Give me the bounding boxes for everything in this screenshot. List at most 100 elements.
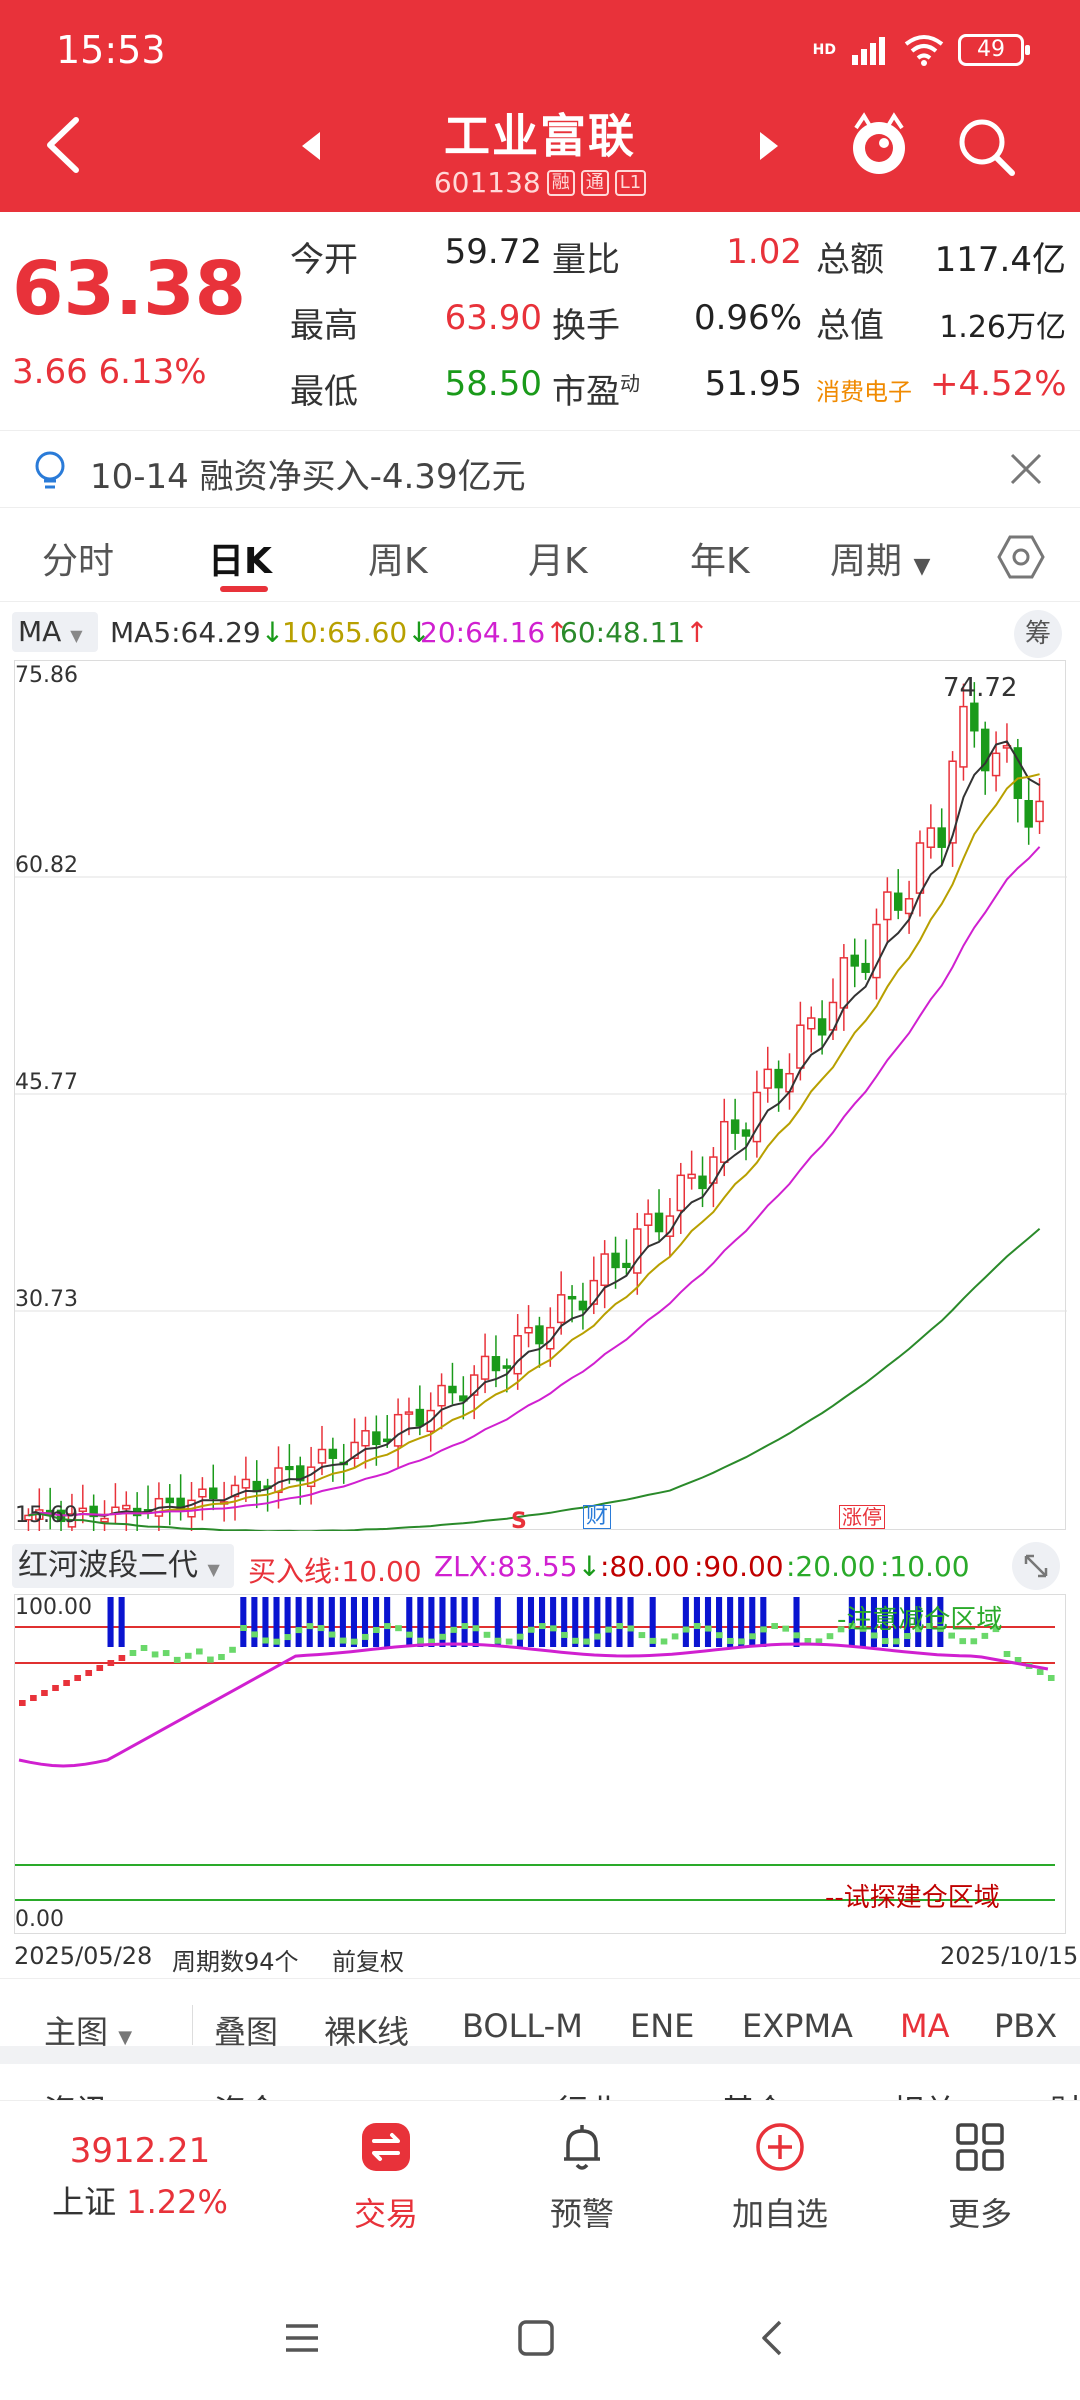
back-button[interactable]: [34, 110, 94, 180]
tab-weekly[interactable]: 周K: [368, 541, 428, 582]
news-bar[interactable]: 10-14 融资净买入-4.39亿元: [0, 430, 1080, 508]
tab-monthly[interactable]: 月K: [528, 541, 588, 582]
search-icon[interactable]: [954, 112, 1018, 180]
nav-alert-label: 预警: [549, 2195, 614, 2233]
ma-legend-row: MA ▼ MA5:64.29↓ 10:65.60↓ 20:64.16↑ 60:4…: [0, 606, 1080, 658]
signal-dot: [727, 1637, 734, 1644]
nav-more[interactable]: 更多: [890, 2101, 1070, 2241]
kline-chart[interactable]: 75.86 60.82 45.77 30.73 15.69 74.72 S 财 …: [14, 660, 1067, 1534]
signal-dot: [572, 1637, 579, 1644]
nav-alert[interactable]: 预警: [492, 2101, 672, 2241]
arrow-up-icon: ↑: [685, 616, 709, 649]
candle-body: [546, 1326, 555, 1350]
candle-body: [513, 1335, 522, 1375]
indicator-selector[interactable]: 红河波段二代 ▼: [12, 1544, 234, 1588]
candle-body: [198, 1488, 207, 1498]
tab-overlay[interactable]: 叠图: [214, 2013, 279, 2051]
mascot-icon[interactable]: [846, 110, 912, 182]
signal-dot: [196, 1648, 203, 1655]
candle-body: [872, 923, 881, 979]
info-tab-news[interactable]: 资讯: [44, 2086, 108, 2102]
main-chart-dropdown[interactable]: 主图 ▼: [44, 2007, 132, 2053]
prev-stock-button[interactable]: [296, 126, 326, 166]
index-row: 上证 1.22%: [40, 2177, 240, 2223]
signal-dot: [649, 1637, 657, 1644]
start-date: 2025/05/28: [14, 1942, 153, 1970]
candle-body: [991, 752, 1001, 777]
sector-pct[interactable]: +4.52%: [930, 364, 1067, 404]
pe-label: 市盈动: [552, 364, 640, 413]
index-pct: 1.22%: [126, 2183, 228, 2221]
signal-bar: [118, 1597, 125, 1647]
tab-daily[interactable]: 日K: [208, 541, 272, 582]
candle-body: [741, 1129, 751, 1137]
candle-body: [100, 1517, 109, 1523]
period-count: 周期数94个: [172, 1948, 299, 1976]
candle-body: [567, 1295, 577, 1300]
signal-dot: [738, 1638, 745, 1645]
y-label-top: 75.86: [15, 663, 78, 688]
info-tab-funds[interactable]: 资金: [214, 2086, 278, 2102]
candle-body: [948, 760, 957, 844]
candle-body: [502, 1365, 512, 1369]
signal-bar: [428, 1597, 435, 1647]
candle-body: [970, 702, 979, 732]
system-back-icon[interactable]: [752, 2318, 792, 2358]
high-label: 最高: [290, 306, 358, 346]
amount-label: 总额: [816, 240, 884, 280]
candle-body: [774, 1068, 783, 1089]
home-icon[interactable]: [516, 2318, 556, 2358]
signal-dot: [539, 1623, 546, 1630]
info-tab-related[interactable]: 相关: [892, 2086, 956, 2102]
nav-trade[interactable]: 交易: [296, 2101, 476, 2241]
menu-icon[interactable]: [282, 2318, 322, 2358]
low-value: 58.50: [444, 364, 542, 404]
tab-pbx[interactable]: PBX: [994, 2007, 1058, 2045]
signal-bar: [693, 1597, 700, 1647]
ma-selector[interactable]: MA ▼: [12, 612, 98, 652]
tab-ma[interactable]: MA: [900, 2007, 950, 2045]
expand-icon[interactable]: [1012, 1542, 1060, 1590]
signal-dot: [461, 1623, 469, 1630]
close-icon[interactable]: [1004, 447, 1048, 491]
ma5-line: [28, 740, 1041, 1517]
indicator-chart[interactable]: 100.00 0.00 -注意减仓区域 --试探建仓区域: [14, 1594, 1066, 1934]
info-tab-finance[interactable]: 财: [1050, 2086, 1080, 2102]
ma5-label: MA5:64.29↓: [110, 616, 284, 649]
signal-dot: [85, 1670, 93, 1676]
signal-bar: [306, 1597, 313, 1647]
y-label-3: 45.77: [15, 1070, 78, 1095]
chip-distribution-button[interactable]: 筹: [1014, 610, 1062, 658]
signal-bar: [649, 1597, 656, 1647]
tab-expma[interactable]: EXPMA: [742, 2007, 853, 2045]
sector-name[interactable]: 消费电子: [816, 378, 912, 406]
settings-hexagon-icon[interactable]: [996, 532, 1046, 582]
candle-body: [622, 1262, 631, 1269]
tab-ene[interactable]: ENE: [630, 2007, 695, 2045]
info-tab-fund[interactable]: 基金: [722, 2086, 786, 2102]
tab-period-dropdown[interactable]: 周期 ▼: [830, 532, 930, 584]
next-stock-button[interactable]: [754, 126, 784, 166]
candle-body: [404, 1411, 414, 1415]
signal-dot: [893, 1638, 900, 1645]
tab-yearly[interactable]: 年K: [690, 541, 750, 582]
nav-add-watchlist[interactable]: 加自选: [690, 2101, 870, 2241]
tab-intraday[interactable]: 分时: [42, 541, 115, 582]
candle-body: [915, 842, 925, 894]
news-text[interactable]: 10-14 融资净买入-4.39亿元: [90, 457, 526, 497]
marker-s[interactable]: S: [511, 1509, 527, 1534]
tab-naked-k[interactable]: 裸K线: [324, 2013, 409, 2051]
signal-dot: [494, 1637, 502, 1644]
marker-limit-up[interactable]: 涨停: [839, 1505, 885, 1529]
signal-dot: [859, 1625, 867, 1632]
signal-dot: [605, 1626, 613, 1633]
tab-period-label: 周期: [830, 541, 903, 582]
info-tab-industry[interactable]: 行业: [556, 2086, 620, 2102]
index-quote[interactable]: 3912.21 上证 1.22%: [40, 2101, 240, 2241]
adjust-mode[interactable]: 前复权: [332, 1948, 404, 1976]
signal-bar: [738, 1597, 745, 1647]
signal-dot: [96, 1665, 104, 1671]
marker-finance[interactable]: 财: [583, 1505, 612, 1529]
tab-boll-m[interactable]: BOLL-M: [462, 2007, 583, 2045]
signal-bar: [848, 1597, 855, 1647]
